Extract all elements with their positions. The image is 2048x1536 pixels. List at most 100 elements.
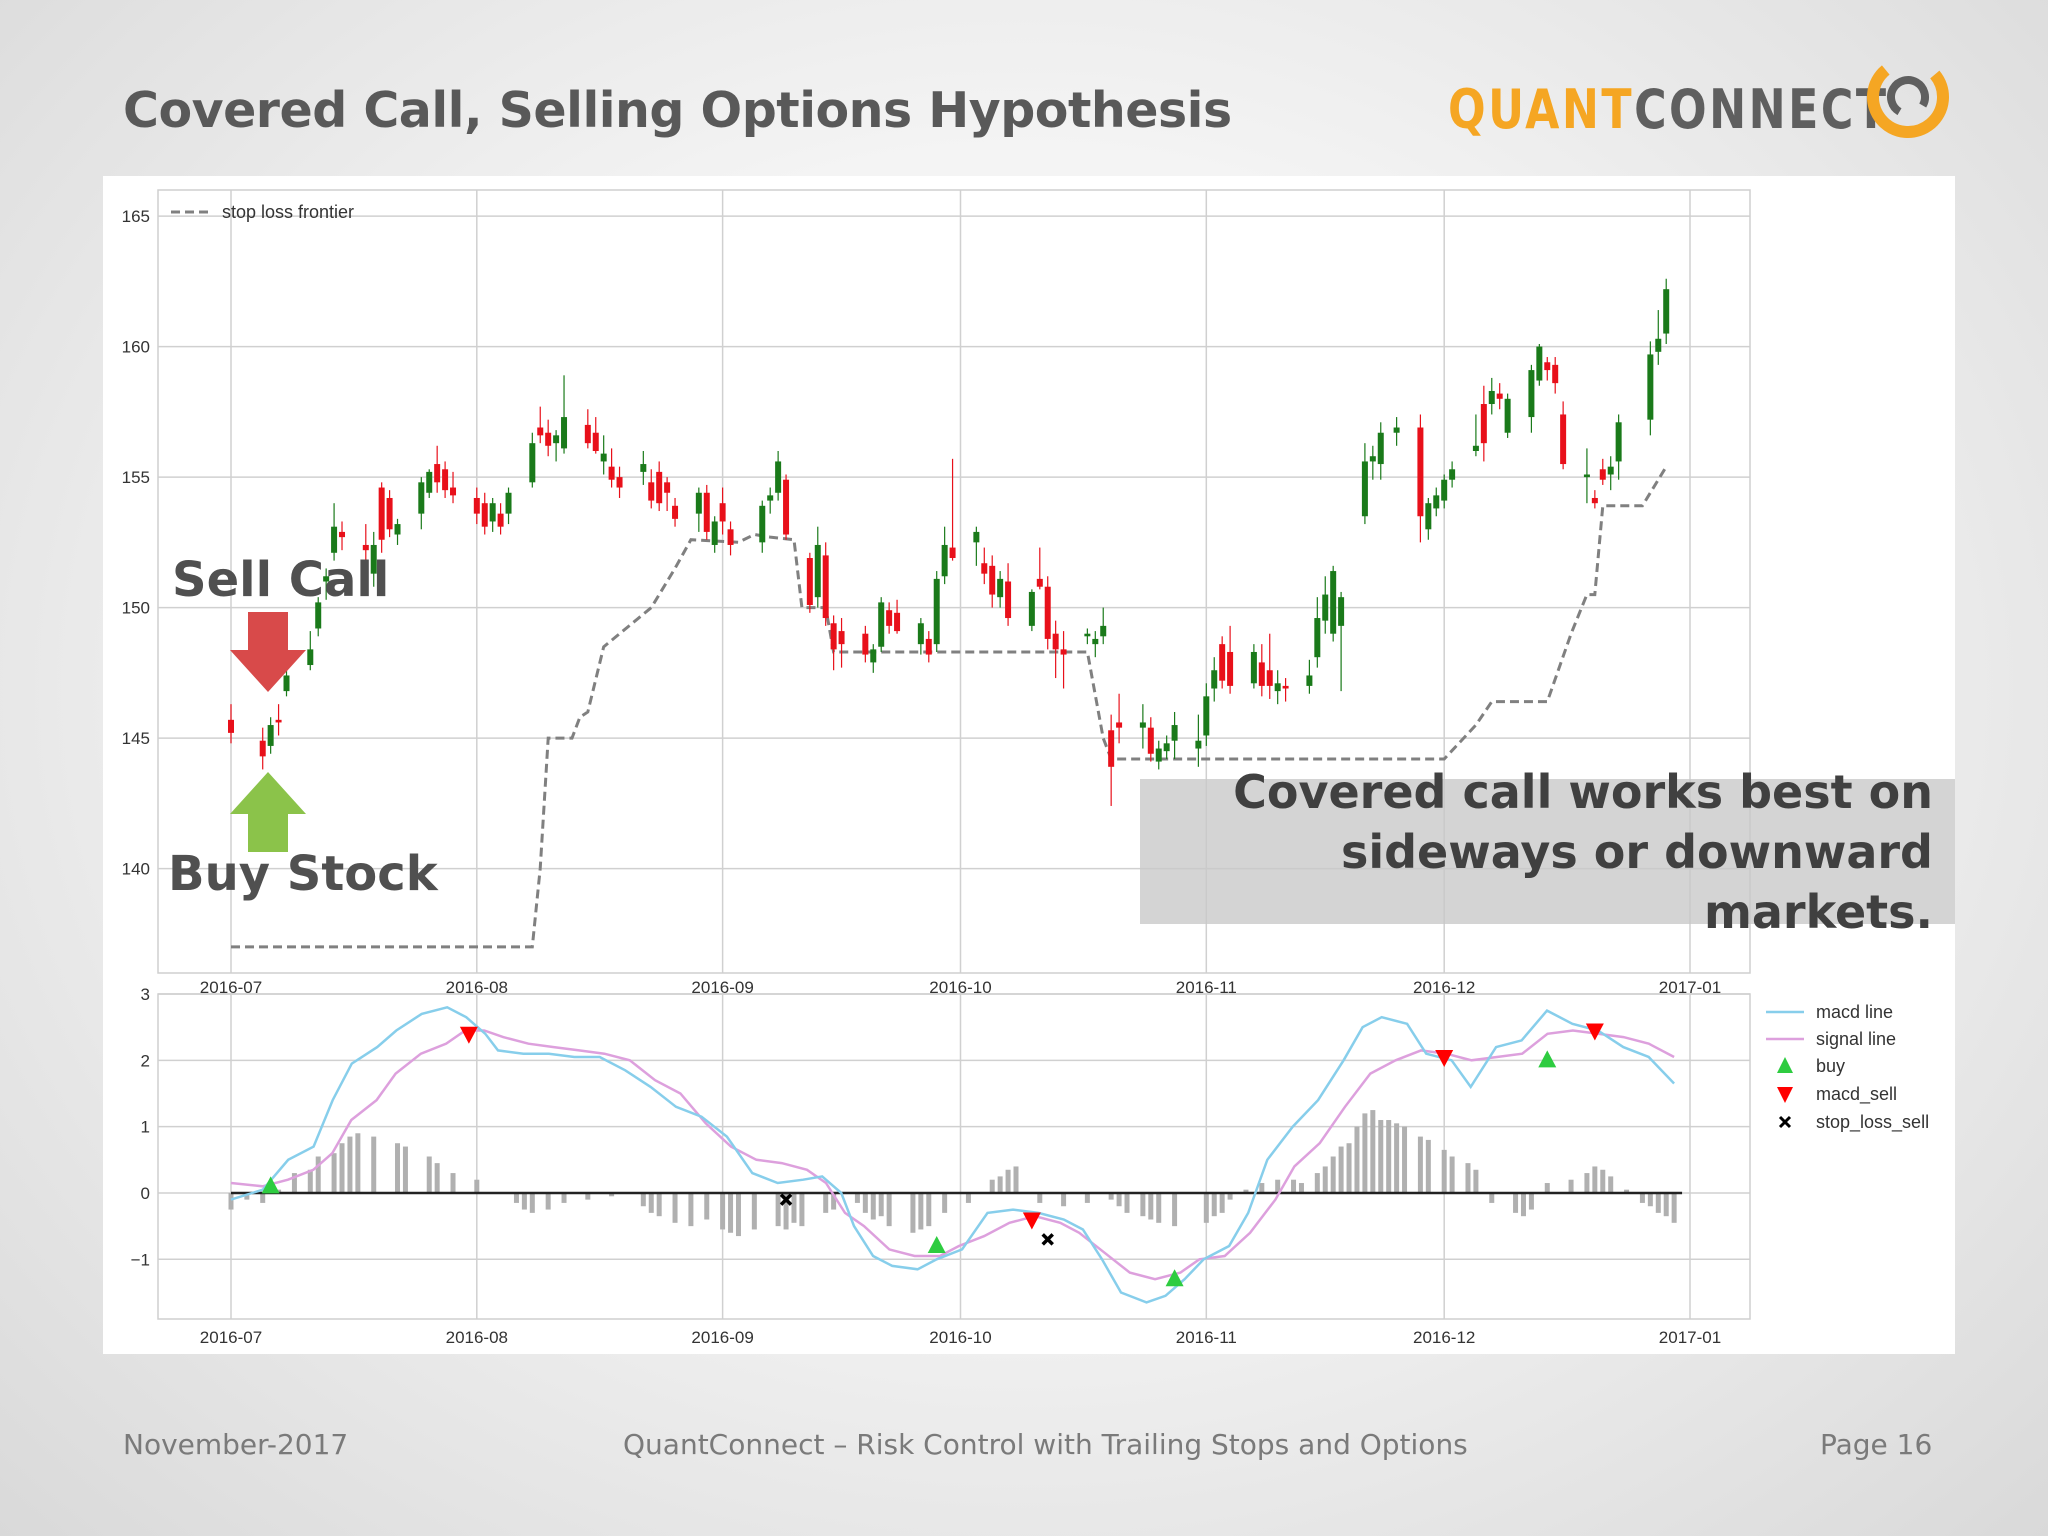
macd-histogram-bar [1362,1113,1368,1193]
candle-body [1306,675,1313,686]
bottom-x-tick-label: 2017-01 [1659,1328,1721,1347]
candle-body [561,417,568,449]
annotation-sell-call: Sell Call [172,552,390,608]
macd-histogram-bar [529,1192,535,1213]
candle-body [1480,404,1487,444]
candle-body [672,505,679,519]
candle-body [442,469,449,491]
macd-histogram-bar [1568,1179,1574,1193]
macd-histogram-bar [244,1192,250,1200]
macd-histogram-bar [1005,1169,1011,1193]
macd-histogram-bar [648,1192,654,1213]
macd-histogram-bar [1140,1192,1146,1217]
candle-body [1139,722,1146,728]
macd-histogram-bar [1465,1163,1471,1193]
macd-histogram-bar [831,1192,837,1210]
macd-histogram-bar [775,1192,781,1227]
candle-body [418,482,425,514]
candle-body [1528,370,1535,418]
candle-body [1615,422,1622,462]
macd-histogram-bar [1259,1183,1265,1193]
candle-body [1330,571,1337,634]
macd-histogram-bar [1037,1192,1043,1203]
macd-histogram-bar [545,1192,551,1210]
candle-body [973,531,980,543]
macd-histogram-bar [1291,1179,1297,1193]
candle-body [616,477,623,488]
top-x-tick-label: 2016-09 [691,978,753,997]
buy-marker [927,1236,946,1254]
footer-page-number: Page 16 [1820,1428,1933,1461]
candle-body [1227,651,1234,686]
candle-body [600,453,607,462]
macd-histogram-bar [926,1192,932,1227]
legend-stop-loss-sell-swatch [1778,1115,1792,1129]
macd-histogram-bar [276,1189,282,1193]
candle-body [378,487,385,540]
candle-body [545,432,552,446]
candle-body [1607,466,1614,475]
macd-histogram-bar [910,1192,916,1233]
candle-body [1663,289,1670,334]
candle-body [537,427,544,436]
legend-macd-sell-swatch [1777,1087,1793,1103]
macd-histogram-bar [434,1163,440,1193]
candle-body [1449,469,1456,480]
macd-histogram-bar [751,1192,757,1230]
top-x-tick-label: 2017-01 [1659,978,1721,997]
macd-histogram-bar [1663,1192,1669,1217]
slide-title: Covered Call, Selling Options Hypothesis [123,82,1232,139]
candle-body [640,464,647,472]
candle-body [275,719,282,723]
candle-body [1092,638,1099,645]
bottom-x-tick-label: 2016-09 [691,1328,753,1347]
candle-body [838,631,845,645]
candle-body [1338,597,1345,626]
candle-body [925,638,932,655]
top-x-tick-label: 2016-11 [1176,978,1237,997]
candle-body [894,612,901,632]
macd-histogram-bar [1639,1192,1645,1203]
candle-body [1560,414,1567,465]
candle-body [1369,456,1376,462]
candle-body [331,526,338,553]
candle-body [814,544,821,598]
candle-body [1052,633,1059,650]
logo-connect-text: CONNECT [1634,77,1889,141]
price-and-macd-chart: 2016-07 2016-08 2016-09 2016-10 2016-11 2016-… [122,189,1929,1347]
footer-title: QuantConnect – Risk Control with Trailin… [623,1428,1468,1461]
macd-histogram-bar [1624,1189,1630,1193]
candle-body [1496,393,1503,399]
candle-body [1219,644,1226,681]
candle-body [664,482,671,493]
macd-histogram-bar [1489,1192,1495,1203]
candle-body [1155,748,1162,762]
macd-histogram-bar [1386,1120,1392,1193]
candle-body [1599,469,1606,480]
candle-body [1084,633,1091,637]
candle-body [1028,591,1035,626]
macd-histogram-bar [1417,1136,1423,1193]
bottom-x-tick-label: 2016-08 [446,1328,508,1347]
quantconnect-mark-icon [1867,56,1949,138]
macd-histogram-bar [799,1192,805,1227]
macd-histogram-bar [1116,1192,1122,1207]
macd-histogram-bar [450,1173,456,1193]
macd-histogram-bar [886,1192,892,1227]
macd-histogram-bar [870,1192,876,1220]
candle-body [917,623,924,645]
candle-body [1361,461,1368,517]
candle-body [1044,586,1051,639]
candle-body [315,602,322,629]
macd-histogram-bar [1394,1123,1400,1193]
candle-body [1417,427,1424,517]
macd-histogram-bar [1600,1169,1606,1193]
candle-body [1425,503,1432,530]
candle-body [473,497,480,514]
macd-histogram-bar [878,1192,884,1217]
macd-histogram-bar [1172,1192,1178,1227]
candle-body [553,435,560,444]
candle-body [767,495,774,501]
candle-body [529,443,536,483]
candle-body [1282,685,1289,689]
